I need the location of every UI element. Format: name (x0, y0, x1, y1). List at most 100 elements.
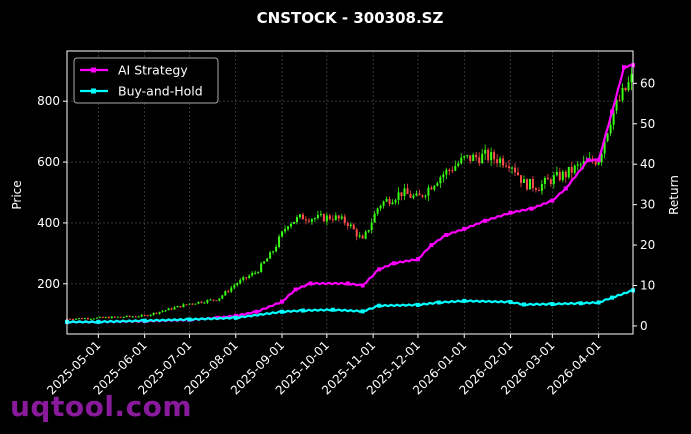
candle-body (173, 307, 176, 310)
candle-body (627, 82, 630, 91)
candle-body (191, 303, 194, 305)
candle-body (203, 302, 206, 304)
candle-body (358, 235, 361, 237)
candle-body (161, 311, 164, 313)
candle-body (490, 152, 493, 161)
candle-body (406, 188, 409, 194)
candle-body (502, 158, 505, 166)
candle-body (430, 187, 433, 190)
candle-body (517, 172, 520, 176)
series-marker (330, 307, 335, 312)
candle-body (310, 219, 313, 222)
y-right-tick-label: 0 (640, 319, 648, 333)
series-marker (521, 302, 526, 307)
candle-body (224, 291, 227, 296)
legend-swatch-marker (91, 88, 96, 94)
candle-body (170, 308, 173, 310)
candle-body (394, 200, 397, 203)
candle-body (549, 179, 552, 184)
candle-body (119, 316, 122, 318)
candle-body (146, 315, 149, 317)
series-marker (610, 295, 615, 300)
candle-body (71, 319, 74, 321)
candle-body (215, 300, 218, 302)
candle-body (269, 252, 272, 259)
series-marker (377, 303, 382, 308)
candle-body (101, 316, 104, 318)
y-axis-right-label: Return (667, 175, 681, 215)
candle-body (576, 164, 579, 166)
candle-body (230, 287, 233, 292)
candle-body (257, 272, 260, 274)
tick-labels: 2025-05-012025-06-012025-07-012025-08-01… (37, 76, 655, 397)
chart-title: CNSTOCK - 300308.SZ (257, 9, 444, 27)
candle-body (436, 183, 439, 186)
candle-body (209, 299, 212, 301)
candle-body (442, 174, 445, 178)
series-marker (415, 302, 420, 307)
y-left-tick-label: 600 (37, 155, 60, 169)
candle-body (433, 185, 436, 190)
candle-body (349, 224, 352, 227)
candle-body (534, 188, 537, 191)
candle-body (185, 304, 188, 306)
candle-body (472, 154, 475, 161)
series-marker (483, 218, 488, 223)
candle-body (558, 171, 561, 181)
candle-body (167, 308, 170, 311)
candle-body (298, 214, 301, 218)
candle-body (188, 303, 191, 305)
series-marker (233, 315, 238, 320)
candle-body (122, 316, 125, 318)
candle-body (609, 124, 612, 134)
series-marker (360, 283, 365, 288)
candle-body (427, 187, 430, 196)
series-marker (392, 261, 397, 266)
candle-body (379, 205, 382, 209)
candle-body (424, 195, 427, 197)
candle-body (322, 214, 325, 222)
candle-body (594, 161, 597, 165)
series-marker (280, 299, 285, 304)
candle-body (445, 169, 448, 175)
candle-body (600, 153, 603, 163)
candle-body (137, 316, 140, 318)
candle-body (77, 318, 80, 320)
y-right-tick-label: 40 (640, 157, 655, 171)
candle-body (493, 152, 496, 160)
legend[interactable]: AI Strategy Buy-and-Hold (73, 57, 219, 104)
candle-body (304, 219, 307, 221)
candle-body (233, 285, 236, 288)
candle-body (364, 231, 367, 239)
legend-label: Buy-and-Hold (118, 84, 203, 99)
series-marker (622, 65, 627, 70)
candle-body (328, 215, 331, 220)
candle-body (415, 193, 418, 196)
candle-body (499, 158, 502, 164)
candle-body (95, 317, 98, 319)
series-marker (377, 267, 382, 272)
series-marker (563, 186, 568, 191)
series-marker (280, 309, 285, 314)
candle-body (263, 261, 266, 264)
candle-body (519, 175, 522, 183)
y-right-tick-label: 50 (640, 117, 655, 131)
y-left-tick-label: 200 (37, 277, 60, 291)
candle-body (239, 279, 242, 284)
candle-body (83, 318, 86, 320)
series-marker (96, 319, 101, 324)
candle-body (337, 215, 340, 219)
candle-body (391, 202, 394, 205)
series-marker (596, 300, 601, 305)
candle-body (212, 299, 215, 301)
candle-body (149, 314, 152, 316)
candle-body (511, 167, 514, 169)
candle-body (615, 99, 618, 111)
candle-body (388, 198, 391, 205)
candle-body (110, 316, 113, 319)
candle-body (346, 223, 349, 227)
candle-body (484, 149, 487, 154)
candle-body (290, 223, 293, 227)
candle-body (206, 299, 209, 303)
series-marker (415, 257, 420, 262)
